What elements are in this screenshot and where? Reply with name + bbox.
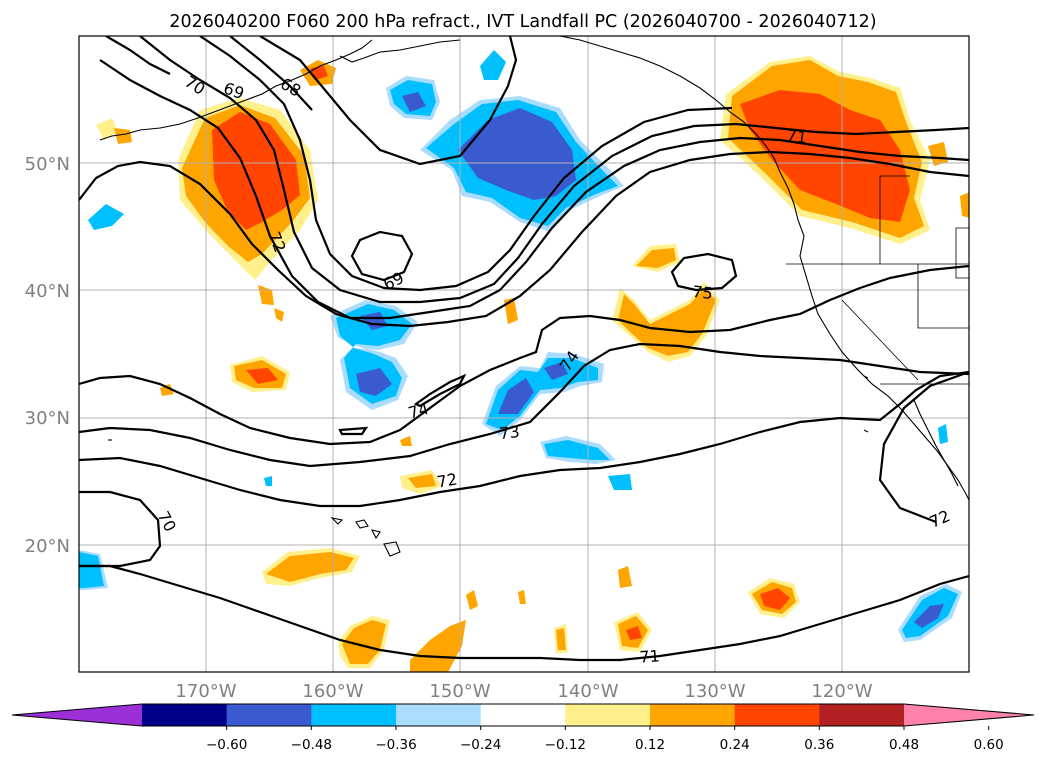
- contour-label: 71: [785, 126, 808, 148]
- colorbar-tick-label: −0.24: [460, 737, 501, 753]
- lon-axis: 170°W 160°W 150°W 140°W 130°W 120°W: [175, 681, 872, 702]
- lat-label: 40°N: [25, 281, 70, 302]
- contour-label: 73: [498, 422, 520, 443]
- contour-label: 74: [406, 399, 431, 423]
- colorbar-extend-min: [12, 704, 142, 726]
- lon-label: 130°W: [684, 681, 745, 702]
- colorbar-segment: [734, 704, 820, 726]
- colorbar-tick-label: 0.36: [804, 737, 834, 753]
- colorbar-segment: [142, 704, 228, 726]
- colorbar-tick-label: −0.36: [375, 737, 416, 753]
- lon-label: 120°W: [811, 681, 872, 702]
- refractivity-contours: [79, 36, 969, 662]
- colorbar-segment: [226, 704, 312, 726]
- colorbar-tick-label: 0.60: [974, 737, 1004, 753]
- colorbar-segment: [396, 704, 482, 726]
- lat-label: 20°N: [25, 536, 70, 557]
- colorbar-segment: [311, 704, 397, 726]
- colorbar-tick-label: 0.24: [720, 737, 750, 753]
- colorbar-extend-max: [904, 704, 1034, 726]
- map-frame: [78, 35, 970, 673]
- lat-label: 30°N: [25, 408, 70, 429]
- colorbar: −0.60 −0.48 −0.36 −0.24 −0.12 0.12 0.24 0.36 0.4…: [11, 703, 1035, 753]
- colorbar-segment: [565, 704, 651, 726]
- map-title: 2026040200 F060 200 hPa refract., IVT La…: [169, 12, 876, 32]
- colorbar-tick-label: −0.60: [206, 737, 247, 753]
- lon-label: 170°W: [175, 681, 236, 702]
- colorbar-ticks: −0.60 −0.48 −0.36 −0.24 −0.12 0.12 0.24 0.36 0.4…: [206, 726, 1004, 753]
- colorbar-segment: [819, 704, 905, 726]
- colorbar-tick-label: 0.12: [635, 737, 665, 753]
- colorbar-segments: [11, 703, 1035, 727]
- contour-label: 72: [435, 469, 458, 491]
- colorbar-tick-label: 0.48: [889, 737, 919, 753]
- lat-label: 50°N: [25, 154, 70, 175]
- contour-label: 71: [639, 646, 661, 666]
- colorbar-tick-label: −0.12: [545, 737, 586, 753]
- colorbar-segment: [480, 704, 566, 726]
- lat-axis: 50°N 40°N 30°N 20°N: [25, 154, 70, 557]
- graticule: [79, 36, 969, 672]
- contour-label: 75: [691, 282, 713, 303]
- colorbar-outline: [11, 703, 1035, 727]
- lon-label: 160°W: [302, 681, 363, 702]
- lon-label: 150°W: [429, 681, 490, 702]
- borders: [786, 175, 969, 385]
- colorbar-segment: [650, 704, 736, 726]
- lon-label: 140°W: [557, 681, 618, 702]
- colorbar-tick-label: −0.48: [291, 737, 332, 753]
- coastlines: [99, 36, 969, 557]
- map-panel: 70 69 68 72 69 71 75 74 74 73 72 70 72 7…: [78, 35, 970, 673]
